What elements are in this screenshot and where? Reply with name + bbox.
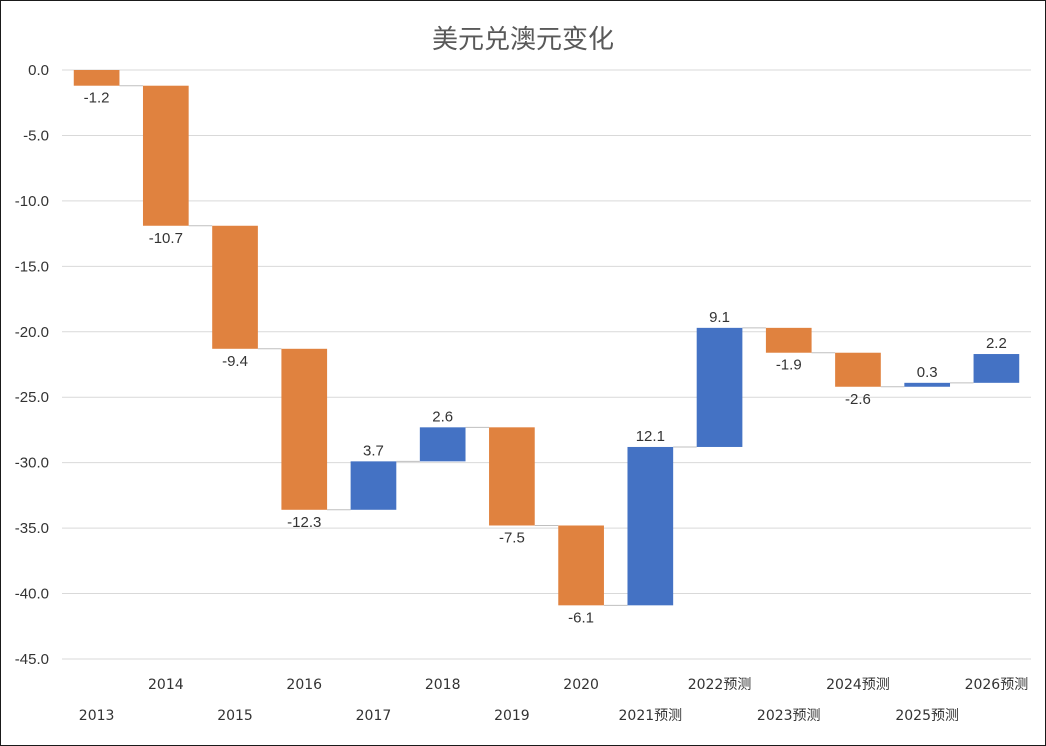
data-label: -7.5 [499, 529, 525, 546]
y-tick-label: -35.0 [15, 520, 49, 537]
category-label: 2017 [356, 708, 392, 724]
category-label: 2016 [286, 677, 322, 693]
category-label: 2014 [148, 677, 184, 693]
bar-2019 [489, 427, 535, 526]
bar-2022预测 [696, 327, 743, 447]
y-tick-label: -40.0 [15, 586, 49, 603]
bar-2023预测 [765, 327, 812, 353]
bar-2015 [212, 225, 258, 349]
category-label: 2019 [494, 708, 530, 724]
data-label: 9.1 [709, 309, 730, 326]
bar-2020 [558, 525, 604, 606]
data-label: -2.6 [845, 391, 871, 408]
bar-2013 [73, 70, 120, 86]
y-tick-label: -15.0 [15, 258, 49, 275]
bar-2014 [142, 85, 189, 226]
category-label: 2026预测 [965, 677, 1029, 693]
data-label: -9.4 [222, 353, 248, 370]
data-label: -12.3 [287, 514, 321, 531]
category-label: 2023预测 [757, 708, 821, 724]
data-labels: -1.2 -10.7 -9.4 -12.3 3.7 2.6 -7.5 -6.1 12.1 9.1 -… [84, 90, 1007, 627]
data-label: 3.7 [363, 442, 384, 459]
category-label: 2020 [563, 677, 599, 693]
y-tick-label: -10.0 [15, 193, 49, 210]
gridlines [62, 69, 1031, 660]
data-label: 0.3 [917, 364, 938, 381]
y-tick-label: 0.0 [28, 62, 49, 79]
category-label: 2013 [79, 708, 115, 724]
data-label: -6.1 [568, 609, 594, 626]
connectors [119, 85, 974, 606]
data-label: 2.2 [986, 335, 1007, 352]
data-label: -1.9 [776, 357, 802, 374]
bar-2017 [350, 461, 397, 510]
data-label: -1.2 [84, 90, 110, 107]
bar-2025预测 [904, 382, 951, 387]
data-label: 2.6 [432, 408, 453, 425]
y-tick-label: -5.0 [23, 127, 49, 144]
y-tick-label: -30.0 [15, 455, 49, 472]
category-label: 2018 [425, 677, 461, 693]
category-label: 2024预测 [826, 677, 890, 693]
y-axis-ticks: 0.0 -5.0 -10.0 -15.0 -20.0 -25.0 -30.0 -35.0 -40… [15, 62, 49, 668]
bar-2021预测 [627, 446, 674, 606]
y-tick-label: -45.0 [15, 651, 49, 668]
bars [73, 70, 1020, 606]
bar-2024预测 [835, 352, 881, 387]
category-label: 2015 [217, 708, 253, 724]
x-axis-categories: 2013 2014 2015 2016 2017 2018 2019 2020 2021预测 20… [79, 677, 1028, 724]
bar-2018 [419, 427, 466, 462]
bar-2016 [281, 348, 328, 510]
category-label: 2021预测 [619, 708, 683, 724]
y-tick-label: -20.0 [15, 324, 49, 341]
y-tick-label: -25.0 [15, 389, 49, 406]
data-label: -10.7 [149, 230, 183, 247]
bar-2026预测 [973, 354, 1020, 383]
category-label: 2022预测 [688, 677, 752, 693]
data-label: 12.1 [636, 428, 665, 445]
chart-title: 美元兑澳元变化 [431, 25, 614, 55]
category-label: 2025预测 [895, 708, 959, 724]
